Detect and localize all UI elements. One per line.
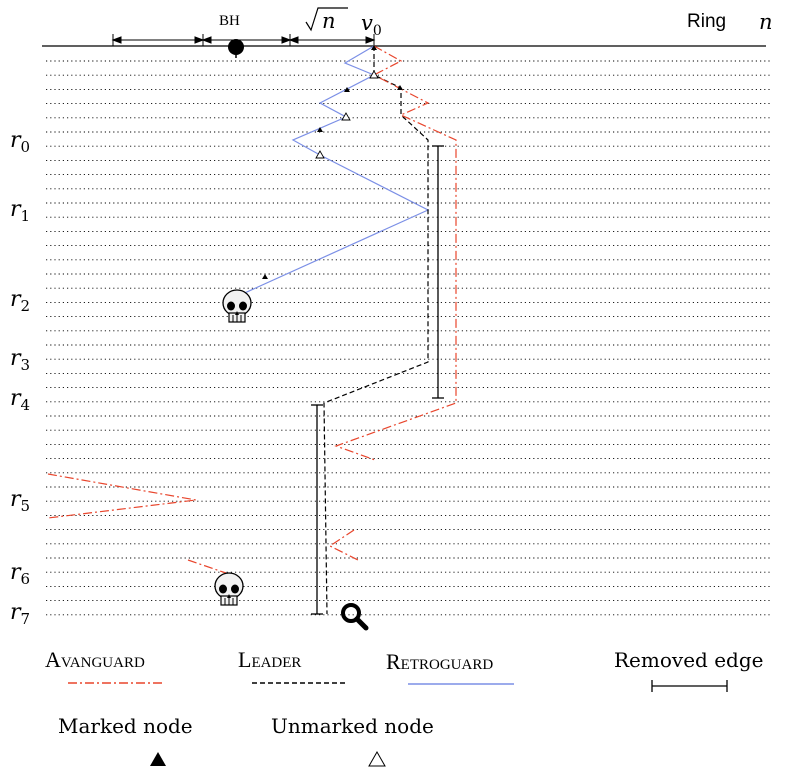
ring-size-label: n	[759, 10, 773, 34]
avanguard-path	[334, 45, 457, 461]
avanguard-path-wrap	[47, 473, 197, 519]
unmarked-node-icon	[315, 150, 325, 159]
avanguard-path-end	[187, 559, 227, 574]
marked-node-icon	[262, 274, 268, 279]
distance-markers	[111, 34, 376, 46]
skull-icon	[214, 572, 244, 606]
v0-label: v0	[361, 11, 382, 39]
legend-unmarked-node-label: Unmarked node	[271, 714, 434, 738]
avanguard-path-return	[328, 529, 359, 561]
leader-path	[323, 46, 429, 615]
unmarked-node-icon	[368, 750, 386, 767]
marked-node-icon	[397, 85, 403, 90]
magnifier-icon	[341, 603, 369, 631]
legend: Avanguard Leader Retroguard Removed edge…	[45, 647, 763, 767]
unmarked-node-icon	[369, 70, 379, 79]
marked-node-icon	[150, 752, 166, 766]
round-labels: r0 r1 r2 r3 r4 r5 r6 r7	[10, 128, 30, 628]
unmarked-nodes	[315, 70, 379, 159]
removed-edges	[311, 145, 444, 615]
round-label: r6	[10, 560, 30, 588]
round-label: r2	[10, 287, 30, 315]
legend-removed-edge-label: Removed edge	[614, 648, 763, 672]
marked-node-icon	[317, 127, 323, 132]
black-hole-label: BH	[219, 13, 240, 29]
round-label: r1	[10, 197, 30, 225]
legend-marked-node-label: Marked node	[58, 714, 193, 738]
marked-node-icon	[371, 45, 377, 50]
removed-edge-b	[311, 404, 323, 615]
sqrt-n-label: n	[305, 7, 348, 33]
legend-avanguard-label: Avanguard	[45, 647, 145, 672]
ring-label: Ring	[687, 11, 726, 32]
round-grid	[46, 60, 772, 616]
round-label: r7	[10, 600, 30, 628]
legend-removed-edge-swatch	[651, 680, 728, 692]
skull-icon	[222, 289, 252, 323]
marked-nodes	[262, 45, 403, 279]
round-label: r5	[10, 487, 30, 515]
legend-retroguard-label: Retroguard	[386, 649, 493, 674]
round-label: r4	[10, 386, 30, 414]
retroguard-path	[237, 45, 430, 297]
legend-leader-label: Leader	[238, 647, 301, 672]
removed-edge-a	[432, 145, 444, 399]
marked-node-icon	[344, 87, 350, 92]
unmarked-node-icon	[341, 112, 351, 121]
round-label: r3	[10, 346, 30, 374]
round-label: r0	[10, 128, 30, 156]
sqrt-n-text: n	[322, 9, 336, 33]
